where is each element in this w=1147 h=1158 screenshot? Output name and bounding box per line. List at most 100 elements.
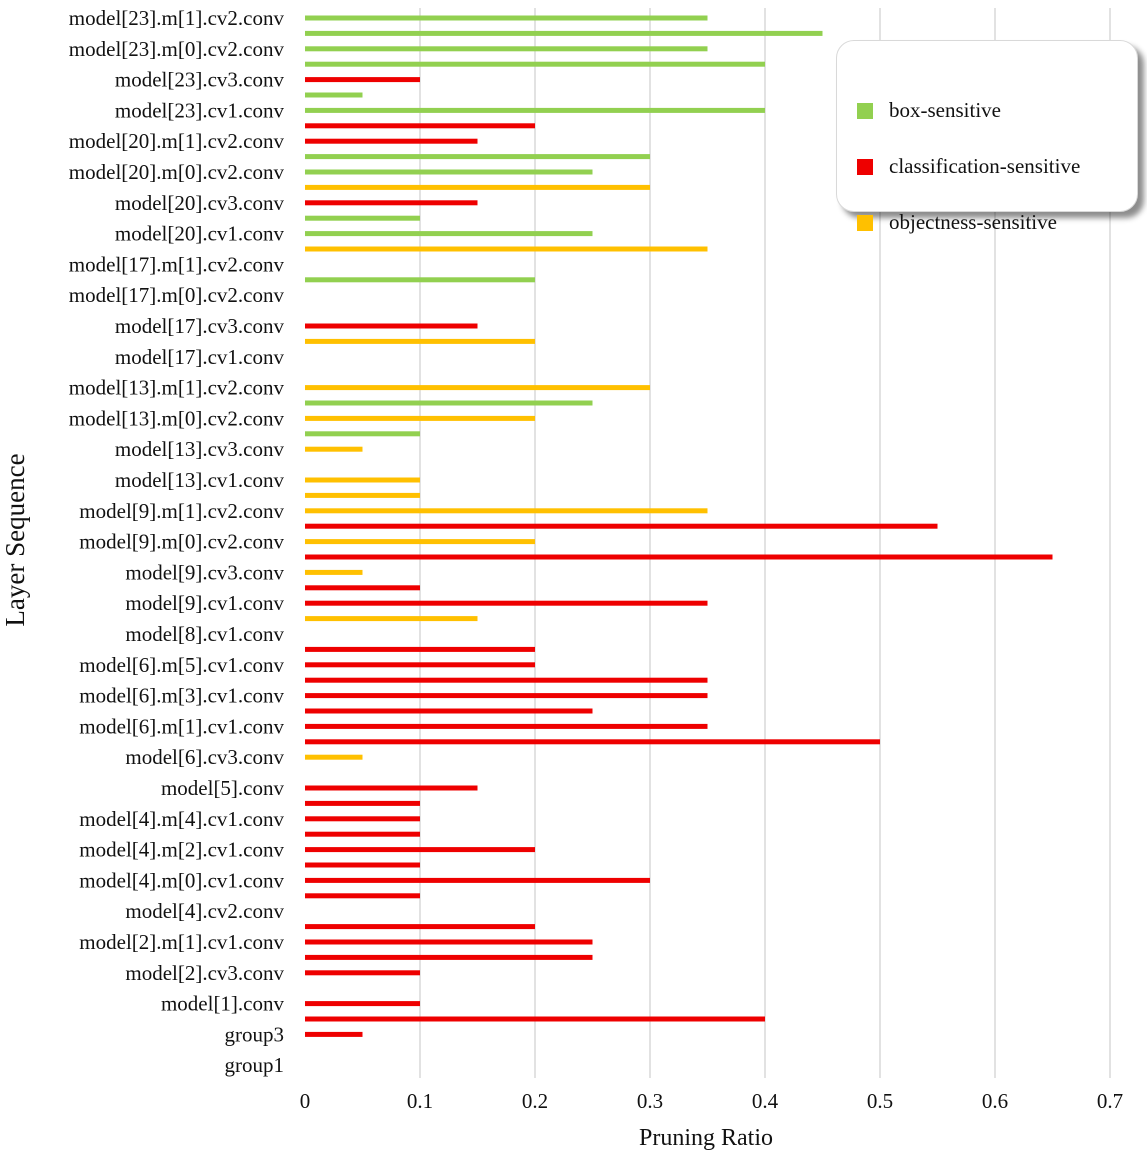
bar-box-sensitive — [305, 92, 363, 98]
bar-box-sensitive — [305, 61, 765, 67]
y-tick-label: model[4].m[2].cv1.conv — [79, 838, 284, 862]
bar-box-sensitive — [305, 400, 593, 406]
bar-classification-sensitive — [305, 739, 880, 745]
bar-classification-sensitive — [305, 970, 420, 976]
y-tick-label: model[9].cv3.conv — [125, 560, 284, 584]
bar-box-sensitive — [305, 107, 765, 113]
bar-box-sensitive — [305, 431, 420, 437]
bar-classification-sensitive — [305, 723, 708, 729]
bar-objectness-sensitive — [305, 569, 363, 575]
y-tick-label: model[6].m[5].cv1.conv — [79, 653, 284, 677]
x-tick-label: 0 — [300, 1089, 311, 1113]
bar-objectness-sensitive — [305, 754, 363, 760]
bar-objectness-sensitive — [305, 477, 420, 483]
y-tick-label: model[23].m[0].cv2.conv — [69, 37, 285, 61]
x-tick-label: 0.2 — [522, 1089, 548, 1113]
legend-item-box: box-sensitive — [857, 98, 1001, 123]
bar-classification-sensitive — [305, 662, 535, 668]
legend-swatch-box — [857, 102, 873, 119]
legend-item-objectness: objectness-sensitive — [857, 210, 1057, 235]
x-tick-label: 0.6 — [982, 1089, 1008, 1113]
x-tick-label: 0.5 — [867, 1089, 893, 1113]
bar-classification-sensitive — [305, 1001, 420, 1007]
y-tick-label: model[5].conv — [161, 776, 285, 800]
y-tick-label: group3 — [225, 1022, 285, 1046]
x-tick-label: 0.1 — [407, 1089, 433, 1113]
y-tick-labels: model[23].m[1].cv2.conv model[23].m[0].cv… — [69, 6, 285, 1077]
bar-objectness-sensitive — [305, 446, 363, 452]
bar-box-sensitive — [305, 154, 650, 160]
legend-item-classification: classification-sensitive — [857, 154, 1080, 179]
bar-objectness-sensitive — [305, 508, 708, 514]
y-tick-label: model[13].m[1].cv2.conv — [69, 376, 285, 400]
bar-classification-sensitive — [305, 693, 708, 699]
legend: box-sensitive classification-sensitive o… — [836, 40, 1138, 234]
bar-box-sensitive — [305, 277, 535, 283]
legend-swatch-objectness — [857, 214, 873, 231]
x-tick-labels: 0 0.1 0.2 0.3 0.4 0.5 0.6 0.7 — [300, 1089, 1123, 1113]
y-tick-label: model[9].m[1].cv2.conv — [79, 499, 284, 523]
y-tick-label: model[13].cv3.conv — [115, 437, 285, 461]
x-axis-title: Pruning Ratio — [639, 1125, 773, 1151]
bar-objectness-sensitive — [305, 385, 650, 391]
y-tick-label: model[17].m[0].cv2.conv — [69, 283, 285, 307]
bar-classification-sensitive — [305, 123, 535, 129]
legend-label-box: box-sensitive — [889, 98, 1001, 122]
y-tick-label: model[6].cv3.conv — [125, 745, 284, 769]
legend-label-objectness: objectness-sensitive — [889, 210, 1057, 234]
y-tick-label: model[8].cv1.conv — [125, 622, 284, 646]
bar-objectness-sensitive — [305, 415, 535, 421]
y-tick-label: model[23].cv3.conv — [115, 68, 285, 92]
legend-swatch-classification — [857, 158, 873, 175]
y-tick-label: model[23].m[1].cv2.conv — [69, 6, 285, 30]
bar-classification-sensitive — [305, 200, 478, 206]
bar-box-sensitive — [305, 46, 708, 52]
y-tick-label: model[6].m[3].cv1.conv — [79, 684, 284, 708]
bar-classification-sensitive — [305, 785, 478, 791]
bar-box-sensitive — [305, 30, 823, 36]
bar-objectness-sensitive — [305, 539, 535, 545]
bar-classification-sensitive — [305, 862, 420, 868]
bar-classification-sensitive — [305, 816, 420, 822]
bar-classification-sensitive — [305, 1031, 363, 1037]
y-tick-label: model[17].m[1].cv2.conv — [69, 252, 285, 276]
bar-objectness-sensitive — [305, 184, 650, 190]
bar-classification-sensitive — [305, 1016, 765, 1022]
bar-box-sensitive — [305, 215, 420, 221]
y-tick-label: model[9].m[0].cv2.conv — [79, 530, 284, 554]
bar-classification-sensitive — [305, 939, 593, 945]
x-tick-label: 0.7 — [1097, 1089, 1123, 1113]
y-tick-label: model[9].cv1.conv — [125, 591, 284, 615]
bar-classification-sensitive — [305, 323, 478, 329]
y-tick-label: model[23].cv1.conv — [115, 98, 285, 122]
y-tick-label: model[20].m[1].cv2.conv — [69, 129, 285, 153]
bars — [305, 15, 1053, 1037]
bar-classification-sensitive — [305, 708, 593, 714]
bar-classification-sensitive — [305, 677, 708, 683]
y-tick-label: model[2].m[1].cv1.conv — [79, 930, 284, 954]
bar-classification-sensitive — [305, 847, 535, 853]
y-tick-label: model[17].cv1.conv — [115, 345, 285, 369]
bar-classification-sensitive — [305, 893, 420, 899]
y-tick-label: model[20].cv1.conv — [115, 222, 285, 246]
bar-classification-sensitive — [305, 138, 478, 144]
bar-classification-sensitive — [305, 585, 420, 591]
y-axis-title: Layer Sequence — [0, 453, 30, 626]
y-tick-label: model[20].m[0].cv2.conv — [69, 160, 285, 184]
y-tick-label: model[4].cv2.conv — [125, 899, 284, 923]
bar-objectness-sensitive — [305, 246, 708, 252]
x-tick-label: 0.4 — [752, 1089, 779, 1113]
y-tick-label: model[6].m[1].cv1.conv — [79, 714, 284, 738]
bar-classification-sensitive — [305, 954, 593, 960]
legend-label-classification: classification-sensitive — [889, 154, 1081, 178]
y-tick-label: model[13].cv1.conv — [115, 468, 285, 492]
bar-classification-sensitive — [305, 523, 938, 529]
y-tick-label: model[1].conv — [161, 992, 285, 1016]
y-tick-label: model[20].cv3.conv — [115, 191, 285, 215]
bar-objectness-sensitive — [305, 616, 478, 622]
y-tick-label: model[17].cv3.conv — [115, 314, 285, 338]
bar-objectness-sensitive — [305, 492, 420, 498]
bar-classification-sensitive — [305, 600, 708, 606]
y-tick-label: model[2].cv3.conv — [125, 961, 284, 985]
